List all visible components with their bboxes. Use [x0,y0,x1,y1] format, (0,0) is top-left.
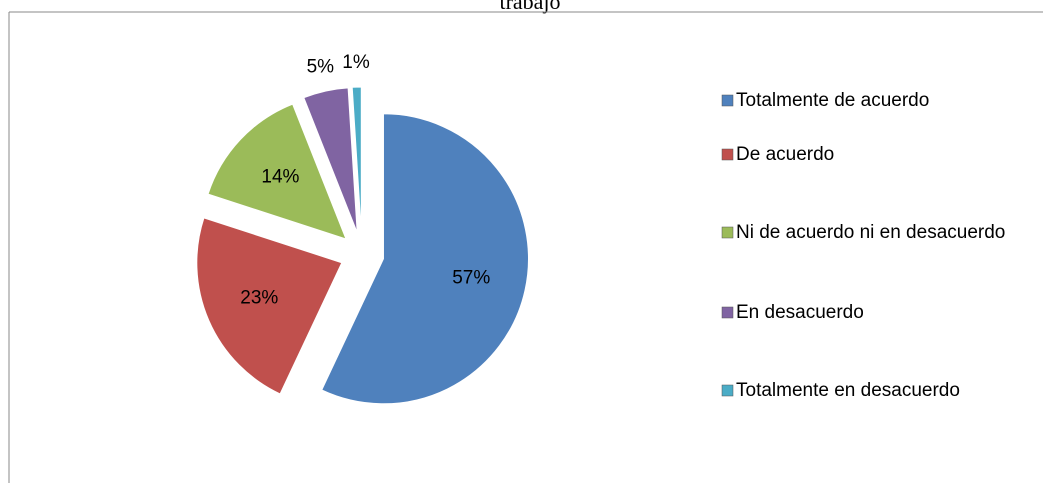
data-label: 5% [307,57,335,78]
legend-swatch [721,148,734,161]
legend-label: De acuerdo [736,144,834,165]
data-label: 57% [452,267,490,288]
legend-swatch [721,306,734,319]
legend-swatch [721,94,734,107]
legend-label: Totalmente de acuerdo [736,90,929,111]
data-label: 1% [342,52,370,73]
pie-slice [303,87,358,233]
legend-label: En desacuerdo [736,302,864,323]
legend-label: Totalmente en desacuerdo [736,380,960,401]
chart-title: trabajo [499,0,560,14]
pie-slice [321,113,529,405]
legend-label: Ni de acuerdo ni en desacuerdo [736,222,1005,243]
data-label: 23% [240,287,278,308]
legend-swatch [721,226,734,239]
legend-swatch [721,384,734,397]
data-label: 14% [261,166,299,187]
pie-slice [196,217,343,395]
pie-slice [207,103,347,240]
pie-slice [351,86,362,233]
